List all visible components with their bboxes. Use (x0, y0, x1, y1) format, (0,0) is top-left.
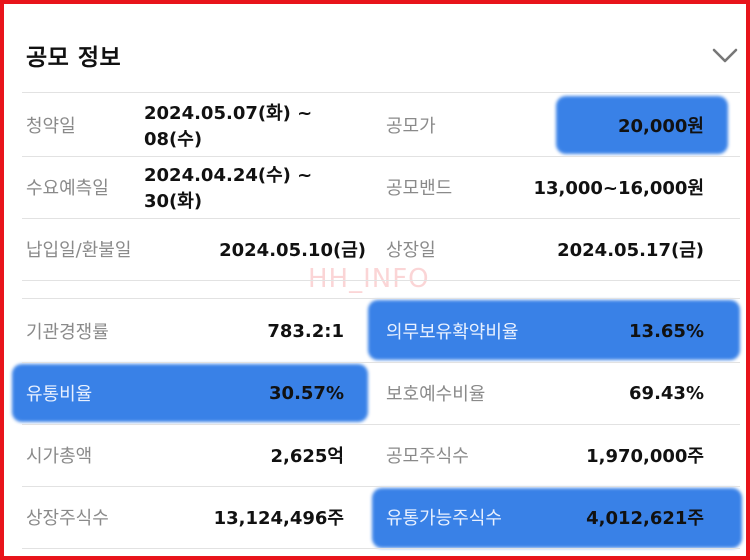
row-divider (22, 280, 740, 281)
row-divider (22, 218, 740, 219)
tradable-shares-label: 유통가능주식수 (386, 508, 502, 529)
protective-deposit-value: 69.43% (629, 382, 704, 404)
float-ratio-value: 30.57% (269, 382, 344, 404)
highlight-mark (12, 364, 368, 422)
chevron-down-icon[interactable] (710, 44, 740, 66)
lockup-commitment-value: 13.65% (629, 320, 704, 342)
offer-price-label: 공모가 (386, 116, 436, 137)
market-cap-value: 2,625억 (270, 446, 345, 467)
institution-competition-label: 기관경쟁률 (26, 322, 109, 343)
listed-shares-value: 13,124,496주 (213, 508, 344, 529)
highlight-mark (368, 300, 740, 360)
info-row: 상장주식수 13,124,496주 유통가능주식수 4,012,621주 (4, 486, 746, 548)
listing-date-value: 2024.05.17(금) (557, 240, 704, 261)
offer-shares-label: 공모주식수 (386, 446, 469, 467)
info-row: 기관경쟁률 783.2:1 의무보유확약비율 13.65% (4, 300, 746, 362)
info-row: 유통비율 30.57% 보호예수비율 69.43% (4, 362, 746, 424)
float-ratio-label: 유통비율 (26, 384, 93, 405)
watermark: HH_INFO (308, 264, 430, 294)
row-divider (22, 424, 740, 425)
row-divider (22, 156, 740, 157)
header-divider (22, 92, 740, 93)
protective-deposit-label: 보호예수비율 (386, 384, 486, 405)
listing-date-label: 상장일 (386, 240, 436, 261)
tradable-shares-value: 4,012,621주 (586, 508, 704, 529)
demand-forecast-value: 2024.04.24(수) ~ 30(화) (144, 165, 313, 212)
row-divider (22, 486, 740, 487)
subscription-date-label: 청약일 (26, 116, 76, 137)
row-divider (22, 548, 740, 549)
demand-forecast-label: 수요예측일 (26, 178, 109, 199)
row-divider (22, 362, 740, 363)
section-title: 공모 정보 (26, 45, 122, 71)
highlight-mark (372, 488, 742, 548)
institution-competition-value: 783.2:1 (267, 320, 344, 342)
highlight-mark (556, 96, 728, 154)
info-row: 수요예측일 2024.04.24(수) ~ 30(화) 공모밴드 13,000~… (4, 156, 746, 218)
payment-refund-date-label: 납입일/환불일 (26, 240, 132, 261)
offer-shares-value: 1,970,000주 (586, 446, 704, 467)
subscription-date-value: 2024.05.07(화) ~ 08(수) (144, 103, 313, 150)
offer-price-value: 20,000원 (617, 116, 704, 137)
info-row: 청약일 2024.05.07(화) ~ 08(수) 공모가 20,000원 (4, 94, 746, 156)
lockup-commitment-label: 의무보유확약비율 (386, 322, 519, 343)
section-divider (22, 298, 740, 299)
listed-shares-label: 상장주식수 (26, 508, 109, 529)
market-cap-label: 시가총액 (26, 446, 93, 467)
payment-refund-date-value: 2024.05.10(금) (219, 240, 366, 261)
info-row: 시가총액 2,625억 공모주식수 1,970,000주 (4, 424, 746, 486)
price-band-label: 공모밴드 (386, 178, 453, 199)
price-band-value: 13,000~16,000원 (533, 178, 704, 199)
info-row: 납입일/환불일 2024.05.10(금) 상장일 2024.05.17(금) (4, 218, 746, 280)
section-header[interactable]: 공모 정보 (4, 4, 746, 92)
